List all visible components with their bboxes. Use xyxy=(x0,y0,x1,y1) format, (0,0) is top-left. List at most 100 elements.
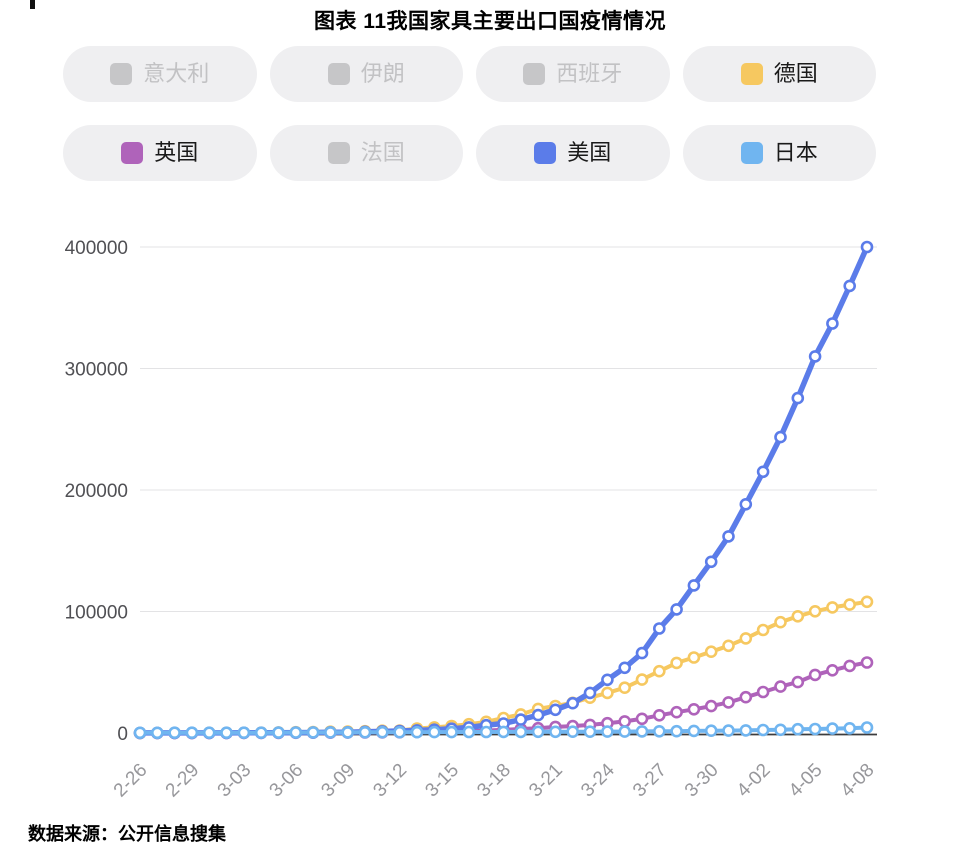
data-point-germany xyxy=(652,664,666,678)
legend-item-spain[interactable]: 西班牙 xyxy=(476,46,670,102)
data-point-japan xyxy=(185,726,199,740)
data-point-japan xyxy=(375,725,389,739)
data-point-uk xyxy=(843,659,857,673)
legend-swatch-germany xyxy=(740,63,763,85)
legend-item-germany[interactable]: 德国 xyxy=(682,46,876,102)
svg-text:3-24: 3-24 xyxy=(577,759,619,801)
data-point-japan xyxy=(479,725,493,739)
data-point-japan xyxy=(843,721,857,735)
data-point-uk xyxy=(774,680,787,693)
legend-label-spain: 西班牙 xyxy=(556,61,623,86)
data-point-japan xyxy=(652,724,666,738)
data-point-japan xyxy=(826,722,839,735)
data-point-japan xyxy=(601,725,614,738)
svg-text:100000: 100000 xyxy=(65,603,128,624)
data-point-germany xyxy=(808,604,822,618)
data-point-germany xyxy=(756,623,770,637)
svg-text:4-08: 4-08 xyxy=(837,760,879,802)
legend-item-usa[interactable]: 美国 xyxy=(476,125,670,181)
data-point-usa xyxy=(618,661,632,675)
data-point-usa xyxy=(531,708,545,722)
data-point-japan xyxy=(202,726,216,740)
data-point-uk xyxy=(722,696,735,709)
svg-text:0: 0 xyxy=(117,724,128,745)
data-point-usa xyxy=(670,603,683,616)
legend-swatch-usa xyxy=(534,142,557,164)
data-point-germany xyxy=(791,609,805,623)
data-point-germany xyxy=(739,632,753,645)
data-point-usa xyxy=(826,317,839,330)
data-point-germany xyxy=(774,615,787,629)
data-point-japan xyxy=(808,722,822,736)
data-point-japan xyxy=(774,723,787,737)
data-point-japan xyxy=(341,726,355,739)
data-point-germany xyxy=(635,673,649,686)
legend-item-uk[interactable]: 英国 xyxy=(63,125,257,181)
data-point-japan xyxy=(427,725,441,739)
cursor-artifact xyxy=(30,0,35,9)
legend: 意大利 伊朗 西班牙 德国英国 法国 美国 日本 xyxy=(63,46,876,181)
data-point-usa xyxy=(583,686,597,700)
data-point-uk xyxy=(704,699,718,713)
data-point-usa xyxy=(566,696,580,710)
data-point-japan xyxy=(687,724,701,738)
legend-item-japan[interactable]: 日本 xyxy=(682,125,876,181)
legend-label-uk: 英国 xyxy=(154,140,199,165)
data-point-japan xyxy=(514,725,528,739)
data-point-japan xyxy=(583,725,597,739)
data-point-germany xyxy=(687,651,701,664)
svg-text:3-09: 3-09 xyxy=(317,760,359,802)
data-point-japan xyxy=(289,726,303,739)
data-point-germany xyxy=(860,595,874,609)
data-point-usa xyxy=(652,622,666,635)
data-point-japan xyxy=(254,726,268,740)
legend-label-france: 法国 xyxy=(360,140,405,165)
svg-text:3-15: 3-15 xyxy=(421,760,463,802)
legend-item-italy[interactable]: 意大利 xyxy=(63,46,257,102)
data-point-uk xyxy=(652,708,666,722)
data-point-uk xyxy=(808,668,822,682)
data-point-usa xyxy=(687,579,701,592)
data-point-usa xyxy=(722,530,735,543)
svg-text:3-30: 3-30 xyxy=(681,760,723,802)
legend-item-france[interactable]: 法国 xyxy=(269,125,463,181)
data-point-japan xyxy=(635,725,649,738)
data-point-japan xyxy=(133,726,147,740)
data-point-japan xyxy=(566,725,580,739)
data-point-usa xyxy=(514,713,528,726)
data-point-uk xyxy=(635,712,649,726)
data-point-japan xyxy=(410,725,424,739)
data-point-uk xyxy=(687,702,701,716)
data-point-usa xyxy=(739,497,753,511)
data-point-usa xyxy=(635,646,649,660)
svg-text:2-29: 2-29 xyxy=(162,760,204,802)
data-point-japan xyxy=(237,726,251,740)
data-point-usa xyxy=(549,703,562,717)
data-point-japan xyxy=(358,725,372,739)
legend-item-iran[interactable]: 伊朗 xyxy=(269,46,463,102)
data-point-germany xyxy=(826,601,839,614)
svg-text:2-26: 2-26 xyxy=(110,760,152,802)
data-point-germany xyxy=(601,686,614,700)
legend-label-japan: 日本 xyxy=(773,140,818,165)
data-point-uk xyxy=(826,663,839,677)
data-point-japan xyxy=(445,725,458,739)
x-axis-labels: 2-26 2-29 3-03 3-06 3-09 3-12 3-15 3-18 3-21 3-24… xyxy=(110,759,879,801)
data-point-uk xyxy=(739,690,753,704)
data-point-usa xyxy=(791,391,805,405)
data-point-japan xyxy=(220,726,233,740)
legend-label-germany: 德国 xyxy=(773,61,818,86)
data-point-japan xyxy=(618,725,632,738)
data-point-uk xyxy=(756,685,770,699)
svg-text:3-12: 3-12 xyxy=(369,760,411,802)
legend-swatch-spain xyxy=(523,63,546,85)
data-point-japan xyxy=(670,724,683,738)
svg-text:4-02: 4-02 xyxy=(733,760,775,802)
page-title: 图表 11我国家具主要出口国疫情情况 xyxy=(313,10,667,33)
data-point-japan xyxy=(739,724,753,737)
data-point-usa xyxy=(860,240,874,254)
data-point-japan xyxy=(151,726,164,740)
data-point-uk xyxy=(791,675,805,689)
data-point-japan xyxy=(168,726,181,740)
